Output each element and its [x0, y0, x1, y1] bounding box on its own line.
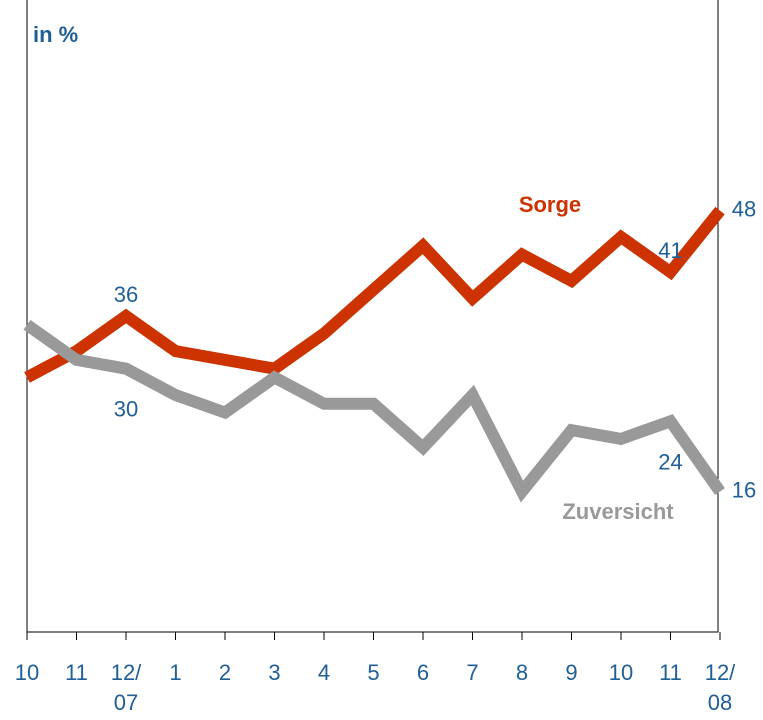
data-label: 16 [732, 477, 756, 502]
series-line [24, 206, 725, 383]
x-tick-label: 10 [15, 660, 39, 685]
x-tick-label: 5 [367, 660, 379, 685]
x-tick-label: 1 [169, 660, 181, 685]
x-tick-label: 2 [219, 660, 231, 685]
data-label: 48 [732, 196, 756, 221]
plot-frame [26, 0, 719, 633]
series-line [23, 319, 725, 503]
x-tick-label: 12/08 [705, 660, 736, 715]
x-tick-label: 12/07 [111, 660, 142, 715]
y-axis-label: in % [33, 22, 78, 47]
data-label: 41 [658, 238, 682, 263]
x-tick-label: 6 [417, 660, 429, 685]
x-tick-label: 3 [268, 660, 280, 685]
x-tick-label: 8 [516, 660, 528, 685]
data-label: 24 [658, 449, 682, 474]
x-tick-label: 10 [609, 660, 633, 685]
x-tick-label: 11 [659, 660, 682, 685]
data-label: 36 [114, 282, 138, 307]
data-label: 30 [114, 397, 138, 422]
x-tick-label: 7 [466, 660, 478, 685]
x-tick-label: 11 [65, 660, 88, 685]
series-label: Sorge [519, 192, 581, 217]
x-tick-label: 9 [565, 660, 577, 685]
x-tick-label: 4 [318, 660, 330, 685]
series-label: Zuversicht [562, 499, 674, 524]
